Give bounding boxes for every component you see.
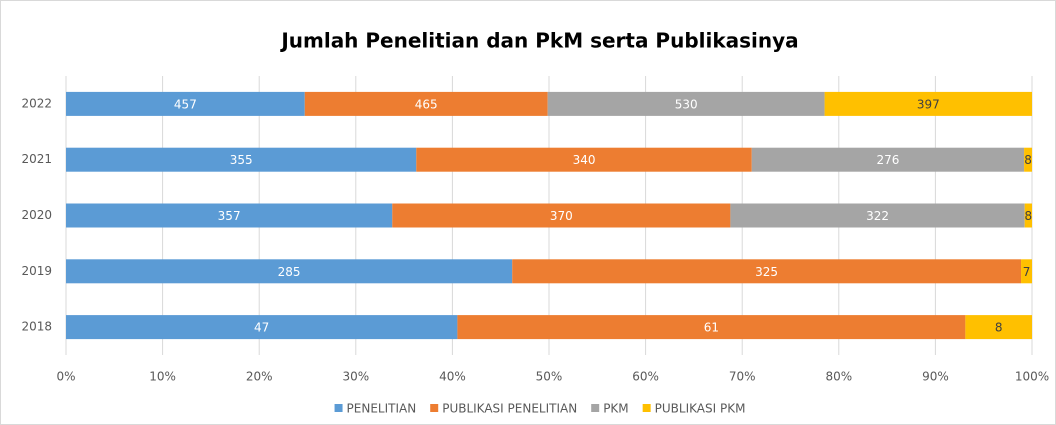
bar-segment <box>66 147 417 172</box>
legend-swatch <box>591 404 600 412</box>
chart-title: Jumlah Penelitian dan PkM serta Publikas… <box>279 29 798 53</box>
y-tick-label: 2020 <box>21 208 52 222</box>
bar-segment <box>1024 203 1032 228</box>
data-label: 285 <box>278 265 301 279</box>
data-label: 457 <box>174 97 197 111</box>
x-tick-label: 30% <box>342 370 369 384</box>
bar-segment <box>304 91 548 116</box>
legend-label: PUBLIKASI PKM <box>655 402 746 416</box>
data-label: 61 <box>704 321 719 335</box>
bar-segment <box>66 91 305 116</box>
data-label: 465 <box>415 97 438 111</box>
x-tick-label: 80% <box>825 370 852 384</box>
bar-segment <box>965 315 1032 340</box>
data-label: 8 <box>1025 209 1033 223</box>
y-tick-label: 2021 <box>21 152 52 166</box>
bar-segment <box>1021 259 1032 284</box>
bar-segment <box>66 203 393 228</box>
data-label: 8 <box>1024 153 1032 167</box>
bar-segment <box>457 315 966 340</box>
data-label: 325 <box>755 265 778 279</box>
legend-swatch <box>642 404 651 412</box>
x-tick-label: 20% <box>246 370 273 384</box>
bar-segment <box>66 315 458 340</box>
data-label: 370 <box>550 209 573 223</box>
legend-label: PKM <box>603 402 628 416</box>
y-tick-label: 2022 <box>21 96 52 110</box>
legend-label: PUBLIKASI PENELITIAN <box>442 402 577 416</box>
x-tick-label: 100% <box>1015 370 1049 384</box>
bar-segment <box>824 91 1032 116</box>
data-label: 530 <box>675 97 698 111</box>
x-tick-label: 40% <box>439 370 466 384</box>
legend-item: PUBLIKASI PENELITIAN <box>430 402 577 416</box>
x-tick-label: 90% <box>922 370 949 384</box>
x-tick-label: 0% <box>56 370 75 384</box>
bar-segment <box>66 259 513 284</box>
data-label: 322 <box>866 209 889 223</box>
bar-segment <box>751 147 1025 172</box>
data-label: 47 <box>254 321 269 335</box>
legend-item: PENELITIAN <box>334 402 417 416</box>
data-label: 357 <box>218 209 241 223</box>
legend-swatch <box>430 404 439 412</box>
y-tick-label: 2018 <box>21 320 52 334</box>
bar-segment <box>1024 147 1032 172</box>
data-label: 8 <box>995 321 1003 335</box>
data-label: 7 <box>1023 265 1031 279</box>
x-tick-label: 10% <box>149 370 176 384</box>
legend-item: PUBLIKASI PKM <box>642 402 746 416</box>
x-tick-label: 60% <box>632 370 659 384</box>
x-tick-label: 70% <box>729 370 756 384</box>
legend-item: PKM <box>591 402 629 416</box>
bar-segment <box>730 203 1025 228</box>
legend-label: PENELITIAN <box>347 402 417 416</box>
bar-segment <box>512 259 1022 284</box>
bar-segment <box>547 91 825 116</box>
bar-segment <box>392 203 731 228</box>
bar-segment <box>416 147 752 172</box>
legend-swatch <box>334 404 343 412</box>
data-label: 397 <box>917 97 940 111</box>
data-label: 340 <box>573 153 596 167</box>
data-label: 276 <box>876 153 899 167</box>
y-tick-label: 2019 <box>21 264 52 278</box>
data-label: 355 <box>230 153 253 167</box>
x-tick-label: 50% <box>536 370 563 384</box>
